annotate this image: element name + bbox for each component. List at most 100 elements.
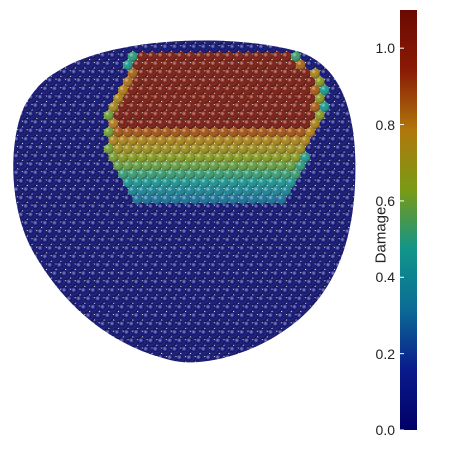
particle-shading <box>199 194 210 205</box>
particle-shading <box>228 362 238 372</box>
particle-shading <box>218 345 230 356</box>
colorbar-tick-label: 0.0 <box>375 422 395 438</box>
particle-shading <box>70 320 81 331</box>
particle-shading <box>89 202 100 214</box>
particle-shading <box>252 371 262 381</box>
particle-shading <box>324 413 334 423</box>
particle-shading <box>79 202 91 214</box>
particle-shading <box>339 371 349 381</box>
particle-shading <box>228 379 238 389</box>
particle-shading <box>353 76 356 88</box>
particle-shading <box>194 102 206 113</box>
particle-shading <box>185 169 196 180</box>
particle-shading <box>257 379 267 389</box>
particle-shading <box>286 396 296 406</box>
particle-shading <box>276 244 287 256</box>
particle-shading <box>89 303 100 314</box>
particle-shading <box>13 43 18 54</box>
particle-shading <box>94 228 105 239</box>
particle-shading <box>247 244 258 256</box>
particle-shading <box>228 295 239 306</box>
particle <box>161 362 171 372</box>
particle-shading <box>310 354 321 363</box>
particle-shading <box>113 413 123 423</box>
particle-shading <box>185 320 196 331</box>
particle-shading <box>242 202 254 214</box>
particle-shading <box>295 211 306 222</box>
colorbar-tick-label: 0.2 <box>375 345 395 362</box>
particle-shading <box>218 59 230 71</box>
particle-shading <box>104 362 114 372</box>
particle-shading <box>305 244 316 256</box>
particle-shading <box>180 93 191 105</box>
particle-shading <box>79 253 91 264</box>
particle-shading <box>161 396 171 406</box>
particle-shading <box>319 303 330 314</box>
particle-shading <box>310 371 320 381</box>
particle-shading <box>137 102 148 113</box>
particle-shading <box>98 118 110 130</box>
particle-shading <box>276 328 287 340</box>
particle-shading <box>305 211 316 222</box>
particle-shading <box>276 345 287 356</box>
particle-shading <box>94 328 105 340</box>
particle-shading <box>290 286 302 298</box>
particle-shading <box>3 253 13 263</box>
particle-shading <box>185 40 196 46</box>
particle-shading <box>252 404 262 414</box>
particle-shading <box>17 413 27 423</box>
particle-shading <box>266 144 278 155</box>
particle-shading <box>310 40 321 46</box>
particle-shading <box>137 51 148 62</box>
particle-shading <box>22 303 33 314</box>
particle <box>290 337 302 348</box>
particle-shading <box>142 110 153 121</box>
particle-shading <box>353 110 356 121</box>
particle-shading <box>310 68 321 79</box>
particle-shading <box>17 362 27 372</box>
particle <box>296 379 306 389</box>
particle <box>17 396 27 406</box>
particle-shading <box>55 261 66 272</box>
particle-shading <box>98 102 110 113</box>
particle-shading <box>74 228 86 239</box>
particle-shading <box>343 127 354 138</box>
particle-shading <box>300 102 311 113</box>
particle-shading <box>84 261 95 272</box>
particle-shading <box>314 177 326 188</box>
particle-shading <box>161 328 172 340</box>
particle-shading <box>46 59 57 71</box>
particle-shading <box>185 270 196 281</box>
particle-shading <box>175 169 186 180</box>
particle-shading <box>176 371 186 381</box>
particle-shading <box>180 194 191 205</box>
particle-shading <box>151 345 162 356</box>
particle <box>12 371 22 381</box>
particle <box>26 295 38 306</box>
particle-shading <box>305 59 316 71</box>
particle-shading <box>50 102 62 113</box>
particle-shading <box>290 186 302 197</box>
particle <box>300 337 311 348</box>
particle-shading <box>108 253 119 264</box>
particle-shading <box>199 228 210 239</box>
particle-shading <box>108 68 119 79</box>
particle-shading <box>13 270 23 281</box>
particle-shading <box>223 354 235 363</box>
particle-shading <box>104 396 114 406</box>
particle-shading <box>348 236 356 247</box>
particle-shading <box>353 328 356 340</box>
particle-shading <box>132 228 143 239</box>
particle <box>343 345 354 356</box>
particle-shading <box>74 127 86 138</box>
particle <box>27 396 37 406</box>
particle <box>36 396 46 406</box>
particle-shading <box>262 371 272 381</box>
particle-shading <box>132 144 143 155</box>
particle-shading <box>22 286 33 298</box>
particle-shading <box>41 169 52 180</box>
particle-shading <box>94 379 104 389</box>
particle-shading <box>142 228 153 239</box>
particle-shading <box>305 312 316 323</box>
particle-shading <box>310 404 320 414</box>
